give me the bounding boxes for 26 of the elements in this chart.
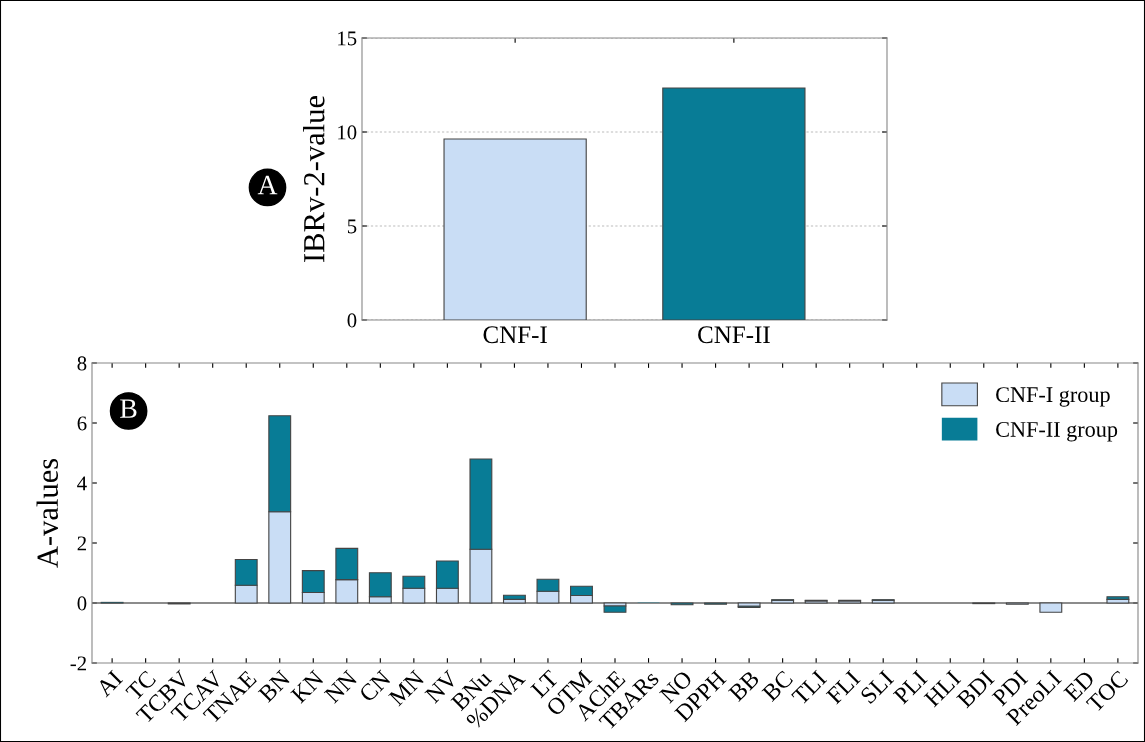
- x-tick-label: BN: [257, 669, 291, 703]
- x-tick-label: TLI: [791, 669, 828, 706]
- y-tick-label: 0: [77, 596, 87, 611]
- y-axis-title: A-values: [36, 458, 59, 568]
- text: A: [257, 175, 278, 195]
- x-tick-label: NN: [323, 669, 358, 704]
- x-tick-label: CNF-I: [483, 326, 547, 344]
- legend-label: CNF-II group: [996, 421, 1118, 442]
- x-tick-label: CNF-II: [698, 326, 770, 344]
- y-tick-label: 6: [77, 416, 87, 431]
- x-tick-label: FLI: [825, 669, 861, 705]
- y-tick-label: 0: [347, 313, 357, 328]
- y-tick-label: 15: [338, 31, 357, 46]
- y-tick-label: -2: [70, 656, 86, 671]
- y-tick-label: 10: [338, 125, 357, 140]
- x-tick-label: AI: [95, 669, 124, 698]
- annotation: B: [120, 399, 137, 418]
- legend-label: CNF-I group: [996, 387, 1110, 407]
- y-tick-label: 2: [77, 536, 86, 551]
- x-tick-label: KN: [290, 669, 325, 704]
- y-axis-title: IBRv-2-value: [303, 96, 325, 262]
- y-tick-label: 8: [77, 356, 87, 371]
- y-tick-label: 5: [347, 219, 357, 234]
- y-tick-label: 4: [77, 476, 87, 491]
- x-tick-label: BC: [761, 670, 794, 703]
- x-tick-label: BB: [727, 670, 760, 702]
